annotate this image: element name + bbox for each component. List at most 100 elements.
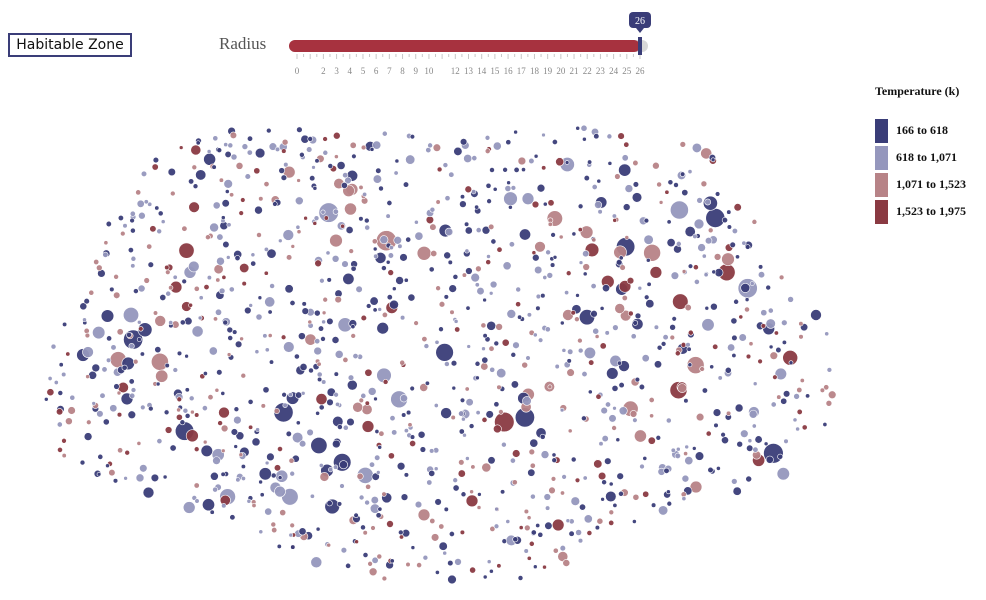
planet-point[interactable] <box>264 296 276 308</box>
planet-point[interactable] <box>484 135 491 141</box>
planet-point[interactable] <box>154 346 162 354</box>
planet-point[interactable] <box>712 408 722 417</box>
planet-point[interactable] <box>586 530 593 536</box>
planet-point[interactable] <box>461 416 466 422</box>
planet-point[interactable] <box>253 167 261 175</box>
planet-point[interactable] <box>156 438 163 445</box>
planet-point[interactable] <box>566 358 572 364</box>
planet-point[interactable] <box>256 232 262 238</box>
planet-point[interactable] <box>361 403 373 416</box>
planet-point[interactable] <box>488 345 495 352</box>
habitable-zone-button[interactable]: Habitable Zone <box>8 33 132 57</box>
planet-point[interactable] <box>716 466 721 471</box>
planet-point[interactable] <box>645 257 651 263</box>
planet-point[interactable] <box>434 569 440 575</box>
planet-point[interactable] <box>283 341 295 353</box>
planet-point[interactable] <box>530 529 537 536</box>
planet-point[interactable] <box>618 490 624 497</box>
planet-point[interactable] <box>402 181 410 188</box>
planet-point[interactable] <box>146 243 153 250</box>
planet-point[interactable] <box>200 444 213 458</box>
planet-point[interactable] <box>294 196 304 206</box>
planet-point[interactable] <box>386 520 394 528</box>
planet-point[interactable] <box>334 154 339 159</box>
planet-point[interactable] <box>92 326 106 340</box>
planet-point[interactable] <box>320 209 326 215</box>
planet-point[interactable] <box>733 203 742 212</box>
planet-point[interactable] <box>627 310 634 317</box>
planet-point[interactable] <box>798 334 804 340</box>
planet-point[interactable] <box>618 280 632 293</box>
planet-point[interactable] <box>707 227 714 234</box>
planet-point[interactable] <box>320 336 326 342</box>
planet-point[interactable] <box>191 164 198 171</box>
planet-point[interactable] <box>710 157 716 163</box>
planet-point[interactable] <box>435 285 441 291</box>
planet-point[interactable] <box>435 343 454 362</box>
planet-point[interactable] <box>475 265 482 273</box>
planet-point[interactable] <box>493 401 500 408</box>
planet-point[interactable] <box>206 149 212 154</box>
planet-point[interactable] <box>381 130 388 137</box>
planet-point[interactable] <box>581 371 588 378</box>
planet-point[interactable] <box>758 264 764 270</box>
planet-point[interactable] <box>349 141 357 149</box>
planet-point[interactable] <box>101 366 108 373</box>
planet-point[interactable] <box>221 503 227 509</box>
planet-point[interactable] <box>361 420 375 433</box>
planet-point[interactable] <box>580 124 588 132</box>
planet-point[interactable] <box>475 375 480 381</box>
planet-point[interactable] <box>468 423 475 429</box>
planet-point[interactable] <box>517 314 523 320</box>
planet-point[interactable] <box>350 265 357 272</box>
planet-point[interactable] <box>686 346 692 352</box>
planet-point[interactable] <box>160 219 166 224</box>
planet-point[interactable] <box>429 448 435 454</box>
planet-point[interactable] <box>335 401 340 407</box>
planet-point[interactable] <box>155 381 161 387</box>
planet-point[interactable] <box>726 209 732 215</box>
planet-point[interactable] <box>378 185 384 192</box>
planet-point[interactable] <box>710 302 718 311</box>
planet-point[interactable] <box>641 354 650 363</box>
planet-point[interactable] <box>220 424 229 433</box>
planet-point[interactable] <box>696 197 703 204</box>
planet-point[interactable] <box>656 181 662 188</box>
planet-point[interactable] <box>127 410 137 420</box>
planet-point[interactable] <box>270 472 277 479</box>
planet-point[interactable] <box>545 249 551 256</box>
planet-point[interactable] <box>315 393 328 406</box>
planet-point[interactable] <box>149 225 157 233</box>
planet-point[interactable] <box>608 481 614 487</box>
planet-point[interactable] <box>96 410 104 418</box>
planet-point[interactable] <box>624 235 630 240</box>
planet-point[interactable] <box>185 429 199 443</box>
planet-point[interactable] <box>521 167 526 173</box>
planet-point[interactable] <box>369 147 375 152</box>
planet-point[interactable] <box>258 529 264 535</box>
planet-point[interactable] <box>547 221 553 227</box>
planet-point[interactable] <box>83 298 90 305</box>
planet-point[interactable] <box>463 154 473 163</box>
planet-point[interactable] <box>444 195 451 202</box>
planet-point[interactable] <box>226 326 234 334</box>
planet-point[interactable] <box>143 199 149 205</box>
planet-point[interactable] <box>323 215 329 221</box>
planet-point[interactable] <box>116 412 123 418</box>
planet-point[interactable] <box>605 401 611 408</box>
planet-point[interactable] <box>314 158 320 164</box>
planet-point[interactable] <box>218 406 230 419</box>
planet-point[interactable] <box>221 274 227 280</box>
planet-point[interactable] <box>732 486 742 496</box>
planet-point[interactable] <box>381 575 388 582</box>
planet-point[interactable] <box>140 404 146 411</box>
planet-point[interactable] <box>55 408 64 416</box>
planet-point[interactable] <box>175 413 183 421</box>
planet-point[interactable] <box>567 428 573 434</box>
planet-point[interactable] <box>539 433 546 440</box>
planet-point[interactable] <box>534 265 543 275</box>
planet-point[interactable] <box>194 498 200 504</box>
planet-point[interactable] <box>740 282 751 293</box>
planet-point[interactable] <box>465 456 470 461</box>
planet-point[interactable] <box>116 390 122 396</box>
